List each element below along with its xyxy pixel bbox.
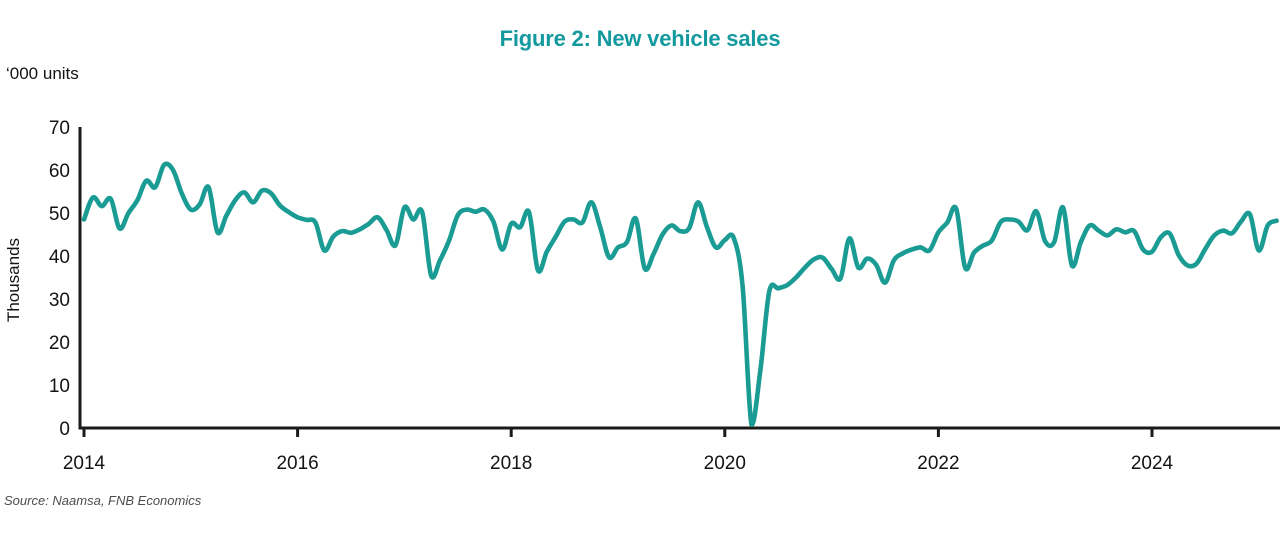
x-tick-label: 2024 [1131,453,1174,474]
x-tick-label: 2022 [917,453,959,474]
y-tick-label: 30 [49,290,70,311]
y-tick-label: 20 [49,333,70,354]
y-tick-label: 40 [49,247,70,268]
y-tick-label: 10 [49,376,70,397]
y-tick-label: 60 [49,161,70,182]
x-tick-label: 2018 [490,453,532,474]
y-tick-label: 0 [59,419,70,440]
x-tick-label: 2016 [276,453,318,474]
sales-line [81,161,1279,427]
x-tick-label: 2014 [63,453,106,474]
y-tick-label: 70 [49,118,70,139]
y-tick-label: 50 [49,204,70,225]
units-label: ‘000 units [6,64,79,83]
x-tick-label: 2020 [704,453,746,474]
source-note: Source: Naamsa, FNB Economics [4,493,202,508]
chart-title: Figure 2: New vehicle sales [499,26,781,51]
